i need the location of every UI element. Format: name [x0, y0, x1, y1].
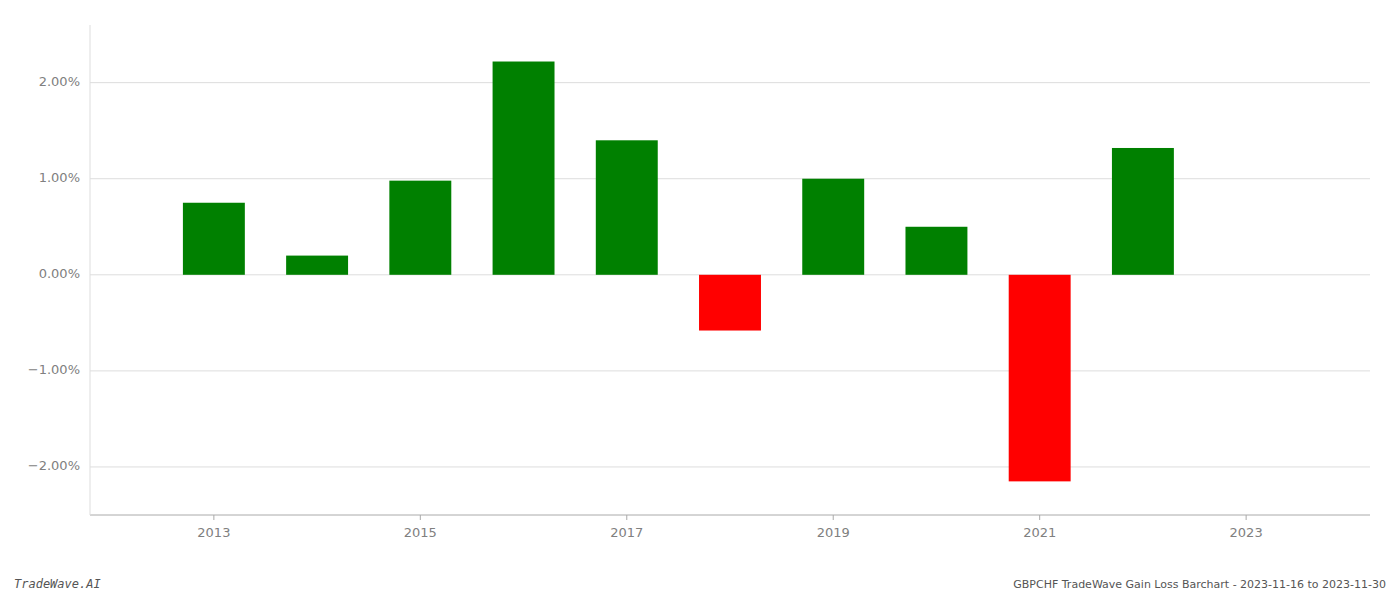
bar: [389, 181, 451, 275]
x-tick: [1246, 515, 1247, 520]
x-tick: [1039, 515, 1040, 520]
bar: [1112, 148, 1174, 275]
x-tick: [420, 515, 421, 520]
bar: [286, 256, 348, 275]
y-tick-label: 1.00%: [39, 170, 80, 185]
bars: [183, 62, 1174, 482]
grid-line: [90, 370, 1370, 371]
y-tick-label: 0.00%: [39, 266, 80, 281]
bar: [493, 62, 555, 275]
x-tick-label: 2021: [1023, 525, 1056, 540]
grid-line: [90, 82, 1370, 83]
y-tick-label: −1.00%: [28, 362, 80, 377]
x-tick-label: 2013: [197, 525, 230, 540]
x-axis-line: [90, 515, 1370, 516]
x-tick-labels: 2013 2015 2017 2019 2021 2023: [197, 515, 1262, 540]
bar: [1009, 275, 1071, 482]
x-tick: [833, 515, 834, 520]
x-tick-label: 2019: [817, 525, 850, 540]
grid-line: [90, 178, 1370, 179]
y-axis-line: [90, 25, 91, 515]
y-tick-labels: −2.00% −1.00% 0.00% 1.00% 2.00%: [28, 74, 80, 473]
x-tick-label: 2023: [1230, 525, 1263, 540]
grid-line: [90, 466, 1370, 467]
y-tick-label: −2.00%: [28, 458, 80, 473]
x-tick-label: 2015: [404, 525, 437, 540]
annotation-left: TradeWave.AI: [14, 577, 101, 591]
bar: [183, 203, 245, 275]
background: [0, 0, 1400, 600]
bar: [699, 275, 761, 331]
x-tick-label: 2017: [610, 525, 643, 540]
y-tick-label: 2.00%: [39, 74, 80, 89]
chart: −2.00%−1.00%0.00%1.00%2.00%2013201520172…: [0, 0, 1400, 600]
x-tick: [213, 515, 214, 520]
annotation-right: GBPCHF TradeWave Gain Loss Barchart - 20…: [1013, 578, 1386, 591]
bar: [596, 140, 658, 275]
y-grid: [90, 83, 1370, 467]
bar: [905, 227, 967, 275]
x-tick: [626, 515, 627, 520]
bar: [802, 179, 864, 275]
